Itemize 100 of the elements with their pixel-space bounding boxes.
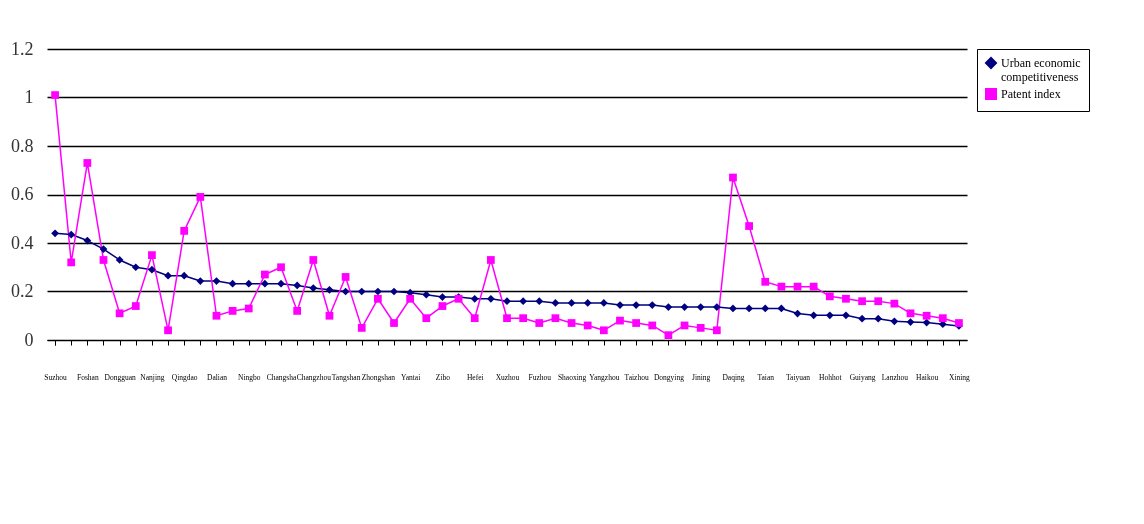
point (390, 287, 398, 296)
point (131, 263, 140, 272)
point (99, 245, 108, 253)
point (632, 301, 640, 309)
point (438, 302, 447, 310)
point (422, 314, 431, 323)
point (761, 277, 770, 286)
point (357, 324, 366, 332)
point (99, 256, 108, 264)
point (599, 326, 608, 335)
point (777, 304, 786, 313)
point (390, 319, 398, 327)
point (309, 256, 318, 264)
point (51, 91, 59, 99)
point (745, 222, 753, 230)
point (648, 301, 657, 309)
point (664, 331, 673, 340)
point (696, 303, 705, 311)
legend-label: Patent index (1001, 87, 1061, 101)
point (519, 314, 528, 323)
y-tick-label: 1 (24, 87, 34, 107)
point (422, 290, 431, 299)
point (115, 256, 124, 264)
point (470, 294, 479, 303)
point (212, 311, 221, 320)
y-tick-label: 0.2 (11, 281, 34, 301)
point (777, 282, 786, 291)
point (583, 299, 592, 307)
point (793, 282, 802, 291)
point (858, 314, 866, 323)
point (67, 258, 76, 267)
point (729, 173, 737, 182)
point (842, 294, 850, 303)
point (148, 265, 156, 274)
point (164, 326, 172, 335)
point (890, 317, 899, 326)
point (212, 277, 221, 285)
point (825, 311, 834, 320)
point (261, 279, 269, 288)
point (438, 293, 447, 301)
point (180, 271, 189, 280)
point (196, 277, 205, 285)
point (341, 273, 350, 281)
point (825, 292, 834, 301)
point (148, 251, 156, 259)
point (922, 318, 931, 327)
point (261, 270, 269, 279)
point (761, 304, 770, 313)
y-tick-label: 0.8 (11, 135, 34, 156)
point (551, 299, 560, 307)
y-tick-label: 0 (24, 329, 34, 350)
y-tick-label: 0.4 (11, 232, 34, 253)
point (599, 299, 608, 307)
point (325, 311, 334, 320)
point (131, 302, 140, 310)
point (83, 159, 92, 167)
legend-label: Urban economic competitiveness (1001, 56, 1081, 84)
point (906, 309, 915, 318)
point (890, 299, 899, 308)
y-tick-label: 1.2 (11, 38, 34, 59)
point (228, 307, 237, 315)
point (809, 282, 818, 291)
point (503, 314, 511, 323)
point (374, 287, 382, 296)
point (115, 309, 124, 318)
point (567, 299, 576, 307)
point (712, 303, 721, 311)
point (180, 227, 189, 235)
point (486, 294, 495, 303)
point (729, 304, 737, 313)
point (51, 229, 59, 238)
point (535, 319, 544, 327)
point (309, 284, 318, 292)
point (196, 193, 205, 201)
point (583, 321, 592, 330)
point (293, 307, 302, 315)
point (293, 281, 302, 290)
point (503, 297, 511, 306)
point (874, 297, 883, 306)
point (874, 314, 883, 323)
point (470, 314, 479, 323)
point (712, 326, 721, 335)
point (680, 303, 689, 311)
point (842, 311, 850, 320)
point (325, 285, 334, 294)
point (277, 279, 285, 288)
point (406, 294, 415, 303)
point (922, 311, 931, 320)
point (486, 256, 495, 264)
point (67, 230, 76, 239)
point (244, 304, 253, 313)
point (83, 236, 92, 245)
point (938, 314, 947, 323)
point (632, 319, 640, 327)
point (906, 318, 915, 326)
point (809, 311, 818, 320)
y-tick-label: 0.6 (11, 184, 34, 204)
point (228, 279, 237, 288)
point (244, 279, 253, 288)
point (664, 303, 673, 311)
